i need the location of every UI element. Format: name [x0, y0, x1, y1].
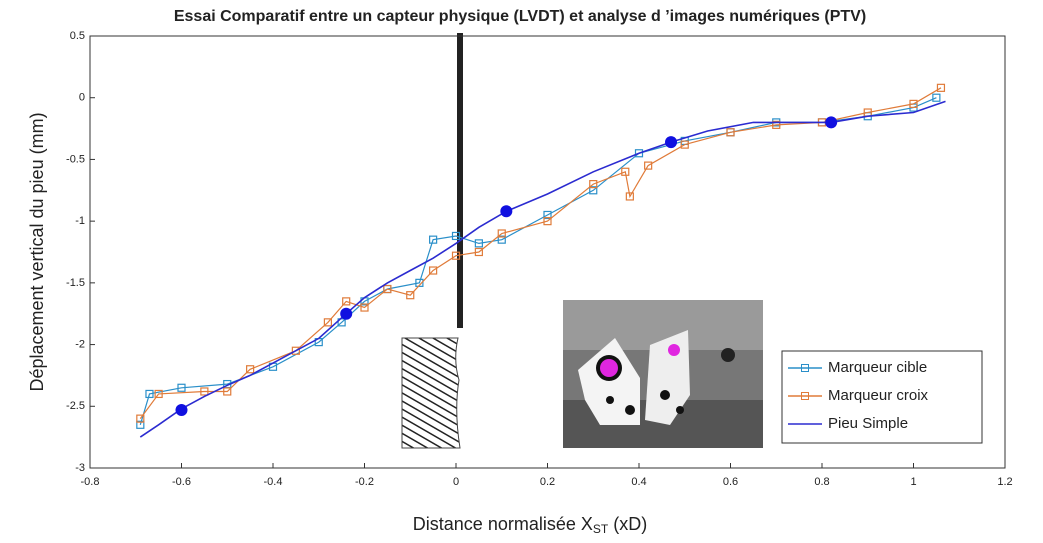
y-tick-label: 0.5	[70, 30, 85, 42]
data-marker	[772, 120, 781, 129]
data-marker	[223, 387, 232, 396]
y-tick-label: -0.5	[66, 153, 85, 165]
data-marker	[589, 186, 598, 195]
x-tick-label: 0.8	[814, 476, 829, 488]
legend-marker	[801, 392, 809, 400]
data-marker	[932, 93, 941, 102]
data-marker	[323, 318, 332, 327]
data-marker	[543, 217, 552, 226]
data-marker	[621, 167, 630, 176]
y-axis-label: Déplacement vertical du pieu (mm)	[27, 112, 47, 391]
x-label-sub: ST	[593, 522, 609, 536]
legend-label: Pieu Simple	[828, 415, 908, 432]
data-marker	[429, 266, 438, 275]
data-marker	[136, 420, 145, 429]
data-marker	[589, 180, 598, 189]
data-marker	[634, 149, 644, 158]
legend: Marqueur cible Marqueur croix Pieu Simple	[781, 350, 983, 444]
x-tick-label: 1.2	[997, 476, 1012, 488]
data-marker	[200, 387, 209, 396]
y-tick-label: -1	[75, 215, 85, 227]
y-tick-label: -2.5	[66, 400, 85, 412]
data-marker	[177, 383, 186, 392]
data-marker	[360, 303, 369, 312]
soil-hatch	[401, 337, 461, 449]
legend-label: Marqueur croix	[828, 387, 929, 404]
x-label-unit: (xD)	[608, 514, 647, 534]
data-marker	[680, 140, 689, 149]
x-tick-label: 0	[453, 476, 459, 488]
x-tick-label: 0.2	[540, 476, 555, 488]
data-marker	[474, 247, 483, 257]
data-marker	[383, 284, 392, 294]
data-marker	[246, 365, 255, 374]
x-tick-label: -0.8	[81, 476, 100, 488]
data-marker	[429, 235, 438, 244]
legend-marker	[801, 364, 809, 372]
x-tick-label: 0.6	[723, 476, 738, 488]
highlight-point	[825, 116, 838, 129]
data-marker	[154, 389, 163, 399]
highlight-point	[340, 307, 353, 320]
x-tick-label: 0.4	[631, 476, 646, 488]
data-marker	[936, 83, 946, 92]
x-tick-label: -0.4	[264, 476, 283, 488]
data-marker	[726, 128, 735, 137]
highlight-point	[175, 403, 188, 416]
data-marker	[451, 231, 461, 241]
y-tick-label: -3	[75, 462, 85, 474]
legend-box	[781, 350, 983, 444]
data-marker	[342, 297, 351, 306]
data-marker	[625, 192, 634, 201]
x-tick-label: 1	[910, 476, 916, 488]
data-marker	[644, 161, 653, 170]
highlight-point	[665, 136, 678, 149]
legend-label: Marqueur cible	[828, 359, 927, 376]
x-axis-label: Distance normalisée XST (xD)	[413, 514, 647, 536]
data-marker	[451, 251, 461, 260]
y-tick-label: -2	[75, 338, 85, 350]
series-line	[139, 100, 946, 438]
illustrations	[401, 33, 763, 449]
data-marker	[909, 99, 918, 108]
data-marker	[474, 239, 483, 248]
data-marker	[145, 389, 154, 399]
x-label-main: Distance normalisée X	[413, 514, 593, 534]
data-marker	[136, 414, 145, 423]
data-marker	[497, 235, 506, 244]
series-line	[139, 87, 942, 419]
data-marker	[406, 291, 415, 300]
data-marker	[543, 210, 552, 220]
highlight-point	[500, 205, 513, 218]
y-tick-label: -1.5	[66, 277, 85, 289]
data-marker	[291, 346, 300, 355]
y-tick-label: 0	[79, 92, 85, 104]
photo	[563, 300, 763, 448]
chart-title: Essai Comparatif entre un capteur physiq…	[174, 8, 866, 25]
x-tick-label: -0.6	[172, 476, 191, 488]
data-marker	[497, 229, 506, 238]
data-marker	[415, 278, 424, 287]
x-tick-label: -0.2	[355, 476, 374, 488]
